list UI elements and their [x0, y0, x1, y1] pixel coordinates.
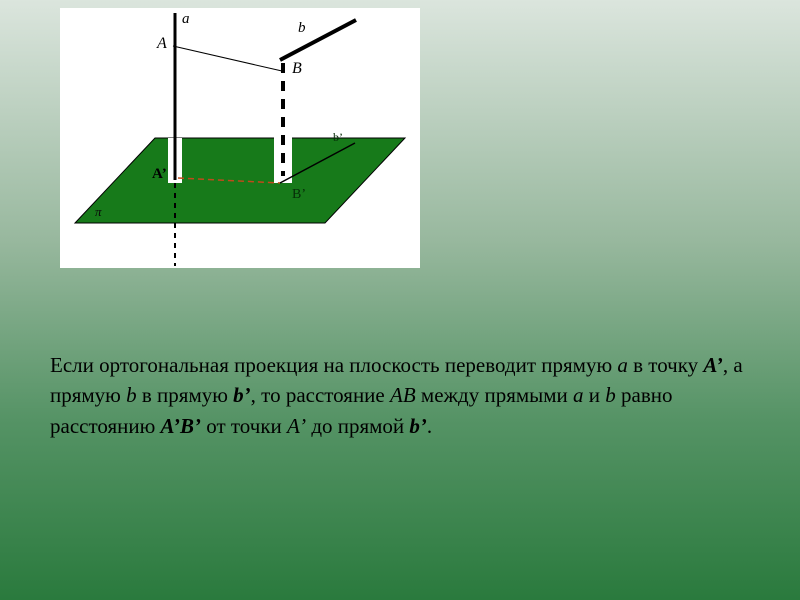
sym-bprime: b’ — [233, 383, 251, 407]
text-part: в точку — [628, 353, 704, 377]
svg-text:b’: b’ — [333, 130, 343, 144]
sym-a: a — [617, 353, 628, 377]
text-part: в прямую — [137, 383, 234, 407]
diagram-svg: aAb Bb’ A’ B’ π — [60, 8, 420, 268]
text-part: Если ортогональная проекция на плоскость… — [50, 353, 617, 377]
text-part: между прямыми — [416, 383, 573, 407]
sym-b: b — [126, 383, 137, 407]
text-part: , то расстояние — [251, 383, 390, 407]
sym-b2: b — [605, 383, 616, 407]
slide: aAbBb’A’B’π Если ортогональная проекция … — [0, 0, 800, 600]
theorem-text: Если ортогональная проекция на плоскость… — [50, 350, 750, 441]
svg-text:B: B — [292, 60, 302, 77]
sym-Aprime: A’ — [703, 353, 722, 377]
diagram-box: aAb Bb’ A’ B’ π — [60, 8, 420, 268]
text-part: и — [584, 383, 606, 407]
text-part: . — [427, 414, 432, 438]
sym-a2: a — [573, 383, 584, 407]
sym-ApBp: A’B’ — [161, 414, 201, 438]
sym-bp2: b’ — [409, 414, 427, 438]
svg-text:A: A — [156, 35, 167, 52]
text-part: до прямой — [306, 414, 409, 438]
svg-text:A’: A’ — [152, 166, 167, 182]
sym-Ap2: A’ — [287, 414, 306, 438]
sym-AB: AB — [390, 383, 416, 407]
text-part: от точки — [201, 414, 287, 438]
svg-text:a: a — [182, 11, 190, 27]
svg-text:π: π — [95, 204, 102, 219]
svg-text:B’: B’ — [292, 187, 306, 202]
svg-text:b: b — [298, 20, 306, 36]
